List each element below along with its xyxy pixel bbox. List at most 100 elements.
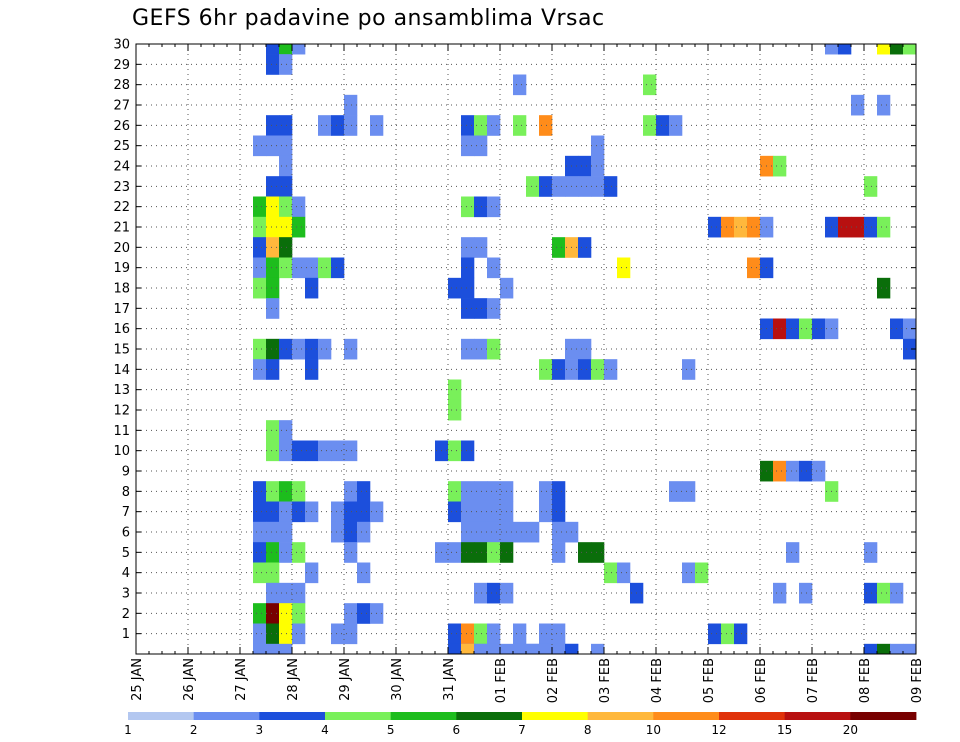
- heatmap-cell: [292, 44, 306, 55]
- heatmap-cell: [617, 562, 631, 584]
- colorbar-swatch: [522, 712, 589, 720]
- heatmap-cell: [487, 115, 501, 136]
- heatmap-cell: [266, 115, 280, 136]
- x-tick-label: 08 FEB: [858, 658, 873, 703]
- heatmap-cell: [331, 521, 345, 543]
- heatmap-cell: [682, 562, 696, 584]
- heatmap-cell: [266, 176, 280, 197]
- heatmap-cell: [786, 318, 800, 340]
- heatmap-cell: [461, 338, 475, 360]
- heatmap-cell: [331, 623, 345, 645]
- colorbar-swatch: [193, 712, 260, 720]
- heatmap-cell: [526, 521, 540, 543]
- heatmap-cell: [838, 44, 852, 55]
- x-tick-label: 06 FEB: [754, 658, 769, 703]
- heatmap-cell: [591, 155, 605, 177]
- x-tick-label: 30 JAN: [390, 658, 405, 701]
- heatmap-cell: [461, 643, 475, 655]
- heatmap-cell: [552, 481, 566, 502]
- y-tick-label: 16: [113, 322, 130, 337]
- heatmap-cell: [279, 420, 293, 441]
- heatmap-cell: [279, 501, 293, 523]
- colorbar-label: 6: [453, 723, 461, 737]
- heatmap-cell: [461, 521, 475, 543]
- heatmap-cell: [448, 399, 462, 421]
- x-tick-label: 27 JAN: [234, 658, 249, 701]
- colorbar-swatch: [850, 712, 917, 720]
- colorbar-label: 7: [518, 723, 526, 737]
- heatmap-cell: [279, 54, 293, 75]
- heatmap-cell: [266, 643, 280, 655]
- heatmap-cell: [279, 44, 293, 55]
- heatmap-cell: [526, 643, 540, 655]
- heatmap-cell: [656, 115, 670, 136]
- heatmap-cell: [669, 481, 683, 502]
- heatmap-cell: [591, 359, 605, 380]
- heatmap-cell: [721, 623, 735, 645]
- heatmap-cell: [552, 542, 566, 563]
- colorbar-swatch: [259, 712, 326, 720]
- heatmap-cell: [357, 501, 371, 523]
- heatmap-cell: [825, 44, 839, 55]
- heatmap-cell: [552, 623, 566, 645]
- heatmap-cell: [292, 216, 306, 238]
- heatmap-cell: [903, 643, 917, 655]
- heatmap-cell: [474, 115, 488, 136]
- y-tick-label: 29: [113, 58, 130, 73]
- heatmap-cell: [513, 74, 527, 96]
- heatmap-cell: [266, 542, 280, 563]
- y-tick-label: 26: [113, 119, 130, 134]
- heatmap-cell: [474, 135, 488, 157]
- y-tick-label: 21: [113, 221, 130, 236]
- heatmap-cell: [578, 542, 592, 563]
- heatmap-cell: [864, 216, 878, 238]
- heatmap-cell: [799, 582, 813, 604]
- heatmap-cell: [461, 257, 475, 279]
- heatmap-cell: [474, 582, 488, 604]
- x-tick-label: 02 FEB: [546, 658, 561, 703]
- heatmap-cell: [539, 115, 553, 136]
- heatmap-cell: [266, 582, 280, 604]
- y-tick-label: 28: [113, 78, 130, 93]
- heatmap-cell: [448, 481, 462, 502]
- y-tick-label: 30: [113, 38, 130, 53]
- y-tick-label: 22: [113, 200, 130, 215]
- heatmap-cell: [552, 501, 566, 523]
- x-tick-label: 26 JAN: [182, 658, 197, 701]
- heatmap-cell: [773, 582, 787, 604]
- heatmap-cell: [773, 460, 787, 482]
- heatmap-cell: [292, 440, 306, 462]
- heatmap-cell: [266, 54, 280, 75]
- colorbar-swatch: [390, 712, 457, 720]
- heatmap-cell: [279, 257, 293, 279]
- y-tick-label: 5: [122, 546, 130, 561]
- colorbar-swatch: [653, 712, 720, 720]
- y-axis-ticks: 1234567891011121314151617181920212223242…: [113, 38, 916, 642]
- heatmap-cell: [539, 176, 553, 197]
- heatmap-cell: [708, 623, 722, 645]
- heatmap-cell: [279, 440, 293, 462]
- heatmap-cell: [331, 501, 345, 523]
- y-tick-label: 10: [113, 444, 130, 459]
- heatmap-cell: [487, 643, 501, 655]
- heatmap-cell: [344, 338, 358, 360]
- heatmap-cell: [890, 44, 904, 55]
- heatmap-cell: [864, 542, 878, 563]
- y-tick-label: 20: [113, 241, 130, 256]
- y-tick-label: 12: [113, 404, 130, 419]
- grid-lines: [136, 44, 916, 654]
- heatmap-cell: [877, 216, 891, 238]
- y-tick-label: 8: [122, 485, 130, 500]
- y-tick-label: 2: [122, 607, 130, 622]
- heatmap-cell: [474, 196, 488, 218]
- heatmap-cell: [279, 216, 293, 238]
- heatmap-cell: [864, 643, 878, 655]
- heatmap-cell: [292, 501, 306, 523]
- colorbar-label: 10: [646, 723, 661, 737]
- heatmap-cell: [292, 542, 306, 563]
- heatmap-cell: [292, 582, 306, 604]
- heatmap-cell: [279, 623, 293, 645]
- heatmap-cell: [344, 623, 358, 645]
- heatmap-cell: [773, 318, 787, 340]
- x-tick-label: 05 FEB: [702, 658, 717, 703]
